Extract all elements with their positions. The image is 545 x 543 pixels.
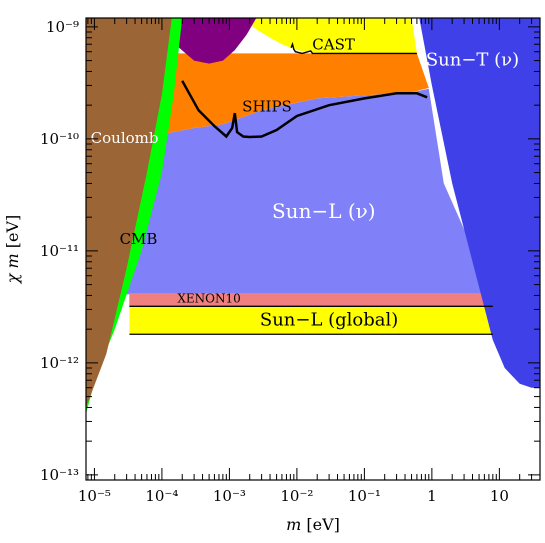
x-tick-label: 1 <box>427 487 437 505</box>
curves <box>129 41 493 335</box>
region-sun-l <box>112 88 493 307</box>
x-tick-label: 10 <box>490 487 509 505</box>
y-tick-label: 10⁻¹¹ <box>40 242 79 260</box>
region-sun-t <box>419 18 540 388</box>
x-tick-label: 10⁻¹ <box>348 487 381 505</box>
region-cast <box>194 18 417 54</box>
curve-ships-limit <box>181 80 428 139</box>
y-axis-label: χ m [eV] <box>3 215 22 285</box>
region-xenon10 <box>129 293 493 307</box>
regions <box>86 18 540 414</box>
curve-cast-limit <box>290 41 417 55</box>
plot-frame <box>85 17 541 481</box>
label-cmb: CMB <box>120 230 158 248</box>
region-labels: Sun−L (ν) SHIPS CAST XENON10 Sun−L (global) S… <box>91 36 519 331</box>
region-coulomb <box>86 18 172 408</box>
ticks <box>86 18 541 481</box>
label-sun-l: Sun−L (ν) <box>272 199 376 223</box>
region-excluded-3 <box>160 18 257 64</box>
y-tick-label: 10⁻⁹ <box>46 18 79 36</box>
x-axis-label: m [eV] <box>286 515 340 534</box>
y-tick-label: 10⁻¹³ <box>40 466 79 484</box>
x-tick-label: 10⁻⁴ <box>145 487 178 505</box>
y-tick-label: 10⁻¹⁰ <box>40 130 79 148</box>
y-tick-label: 10⁻¹² <box>40 354 79 372</box>
label-cast: CAST <box>312 36 355 54</box>
label-coulomb: Coulomb <box>91 129 159 147</box>
label-sun-t: Sun−T (ν) <box>426 50 519 71</box>
region-sun-l-global <box>129 306 493 335</box>
x-tick-label: 10⁻² <box>280 487 313 505</box>
y-tick-labels: 10⁻¹³ 10⁻¹² 10⁻¹¹ 10⁻¹⁰ 10⁻⁹ <box>40 18 79 484</box>
x-tick-label: 10⁻⁵ <box>78 487 111 505</box>
region-ships <box>112 53 429 138</box>
x-tick-label: 10⁻³ <box>213 487 246 505</box>
label-xenon10: XENON10 <box>177 292 240 306</box>
x-tick-labels: 10⁻⁵ 10⁻⁴ 10⁻³ 10⁻² 10⁻¹ 1 10 <box>78 487 509 505</box>
label-ships: SHIPS <box>242 98 292 116</box>
label-sun-l-global: Sun−L (global) <box>260 309 398 330</box>
